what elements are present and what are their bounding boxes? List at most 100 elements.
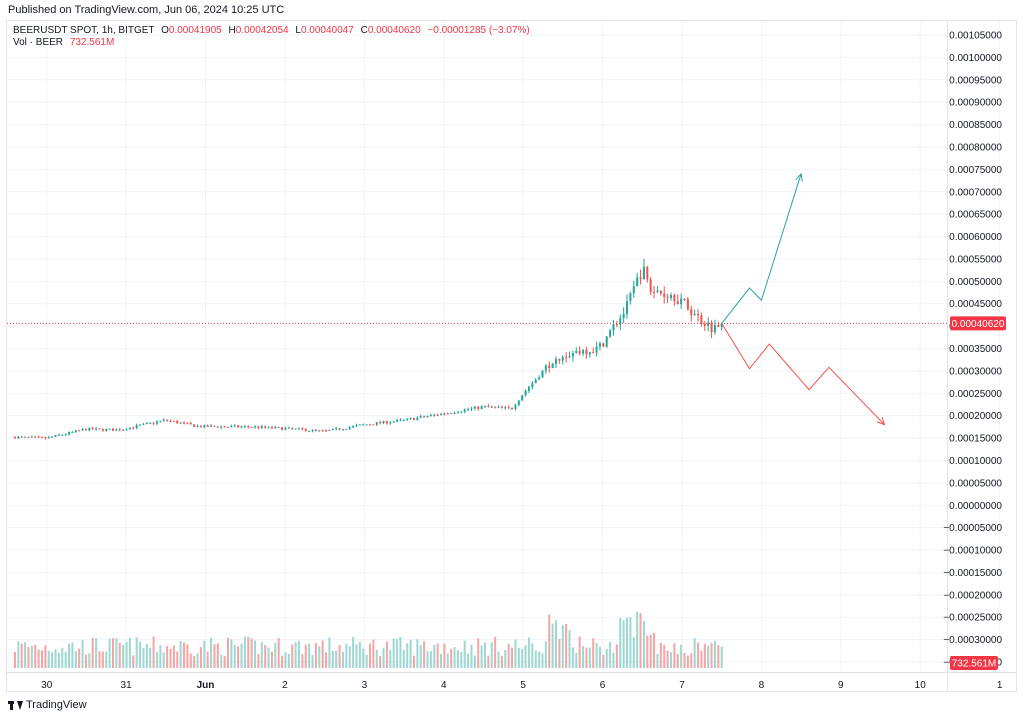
candle-body (416, 417, 419, 420)
volume-bar (247, 636, 250, 668)
volume-bar (372, 639, 375, 668)
volume-bar (659, 643, 662, 668)
candle-body (179, 422, 182, 424)
candle-body (240, 426, 243, 428)
candle-body (196, 426, 199, 428)
volume-bar (159, 645, 162, 668)
volume-bar (149, 647, 152, 668)
candle-body (541, 370, 544, 378)
volume-bar (101, 651, 104, 668)
time-axis[interactable]: 30 31 Jun 2 3 4 5 6 7 8 9 10 1 (41, 680, 1003, 691)
price-axis[interactable]: 0.00105000 0.00100000 0.00095000 0.00090000… (943, 31, 1002, 669)
candle-body (108, 428, 111, 430)
candle-body (450, 413, 453, 415)
volume-bar (84, 654, 87, 668)
volume-bar (626, 617, 629, 668)
candle-body (176, 421, 179, 424)
volume-bar (646, 635, 649, 668)
candle-body (210, 425, 213, 427)
volume-bar (81, 639, 84, 668)
candle-body (24, 436, 27, 438)
time-tick-label: 31 (121, 680, 133, 691)
projection-path[interactable] (721, 173, 802, 324)
candle-body (456, 412, 459, 414)
candle-body (341, 429, 344, 431)
volume-bar (473, 655, 476, 668)
candle-body (142, 423, 145, 425)
candle-body (206, 425, 209, 427)
candle-body (74, 430, 77, 432)
candle-body (155, 421, 158, 424)
volume-bar (203, 640, 206, 668)
volume-bar (717, 645, 720, 668)
volume-bar (64, 651, 67, 668)
candle-body (287, 427, 290, 429)
candle-body (385, 421, 388, 424)
candle-body (189, 423, 192, 425)
volume-bar (656, 653, 659, 668)
price-tick-label: −0.00015000 (943, 568, 1002, 579)
last-price-badge-label: 0.00040620 (952, 319, 1005, 330)
volume-bar (142, 648, 145, 668)
projection-arrowhead (795, 172, 803, 182)
volume-bar (152, 636, 155, 668)
candle-body (649, 279, 652, 293)
candle-body (375, 422, 378, 425)
volume-bar (91, 637, 94, 668)
candle-body (233, 425, 236, 427)
time-tick-label: 2 (282, 680, 288, 691)
candle-body (568, 356, 571, 358)
time-tick-label: 8 (759, 680, 765, 691)
volume-bar (162, 652, 165, 668)
candle-body (216, 426, 219, 428)
candle-body (54, 435, 57, 437)
volume-bar (548, 614, 551, 668)
candle-body (311, 429, 314, 431)
candle-body (511, 407, 514, 409)
volume-bar (264, 645, 267, 668)
candle-body (379, 422, 382, 424)
candle-body (433, 414, 436, 416)
projection-lines (721, 172, 886, 426)
projection-arrowhead (876, 416, 886, 426)
volume-bar (115, 638, 118, 668)
volume-bar (511, 647, 514, 668)
volume-bar (358, 641, 361, 668)
candle-body (274, 427, 277, 429)
candle-body (720, 323, 723, 328)
volume-bar (538, 651, 541, 668)
chart-legend: BEERUSDT SPOT, 1h, BITGET O0.00041905 H0… (13, 24, 530, 37)
candle-body (37, 436, 40, 438)
candle-body (619, 318, 622, 325)
volume-bar (281, 655, 284, 668)
candle-body (277, 427, 280, 429)
footer-brand[interactable]: TradingView (8, 699, 87, 711)
volume-bar (98, 651, 101, 668)
time-tick-label: Jun (197, 680, 215, 691)
volume-bar (287, 653, 290, 668)
volume-bar (331, 650, 334, 668)
candle-body (494, 406, 497, 408)
candle-body (659, 290, 662, 294)
volume-bar (321, 640, 324, 668)
candle-body (402, 419, 405, 421)
volume-bar (254, 640, 257, 668)
volume-bar (453, 647, 456, 668)
volume-bar (568, 630, 571, 668)
volume-bar (406, 643, 409, 668)
volume-bar (470, 644, 473, 668)
volume-bar (250, 638, 253, 668)
projection-path[interactable] (721, 323, 885, 425)
candle-body (673, 294, 676, 302)
volume-bar (122, 645, 125, 668)
high-label: H (228, 25, 236, 36)
volume-bar (477, 638, 480, 668)
price-tick-label: 0.00090000 (949, 98, 1002, 109)
candle-body (507, 407, 510, 409)
candle-body (101, 428, 104, 431)
volume-bar (325, 652, 328, 668)
price-tick-label: 0.00000000 (949, 501, 1002, 512)
volume-bar (592, 638, 595, 668)
volume-bar (649, 634, 652, 668)
